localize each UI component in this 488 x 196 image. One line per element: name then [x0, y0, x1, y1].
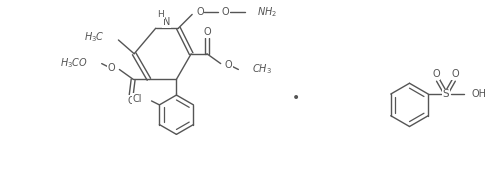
Text: $H_3CO$: $H_3CO$: [60, 57, 88, 71]
Text: O: O: [431, 69, 439, 79]
Text: S: S: [442, 89, 448, 99]
Text: N: N: [163, 17, 170, 27]
Text: O: O: [224, 60, 232, 70]
Text: •: •: [292, 91, 300, 105]
Text: Cl: Cl: [132, 94, 142, 104]
Text: O: O: [451, 69, 459, 79]
Text: O: O: [222, 7, 229, 17]
Text: O: O: [127, 96, 135, 106]
Text: O: O: [196, 7, 203, 17]
Text: $NH_2$: $NH_2$: [257, 5, 277, 19]
Text: $H_3C$: $H_3C$: [84, 30, 104, 44]
Text: O: O: [108, 64, 115, 74]
Text: O: O: [203, 27, 210, 37]
Text: OH: OH: [470, 89, 486, 99]
Text: H: H: [157, 10, 164, 19]
Text: $CH_3$: $CH_3$: [252, 63, 271, 76]
